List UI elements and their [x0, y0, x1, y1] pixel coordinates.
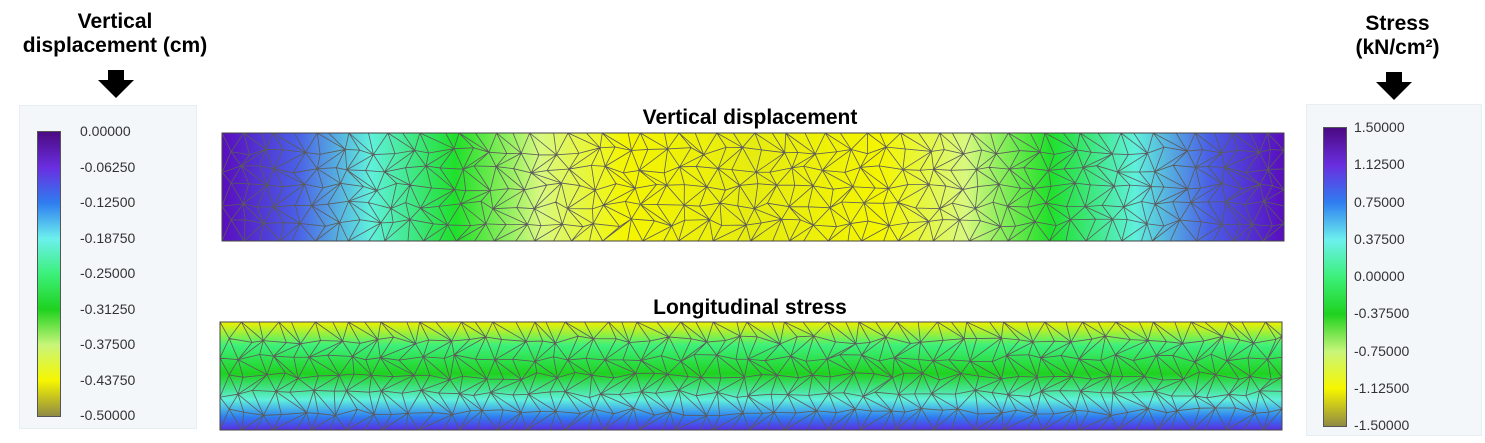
left-colorbar [37, 131, 61, 417]
bottom-mesh-plot [219, 321, 1283, 431]
left-legend-panel: 0.00000 -0.06250 -0.12500 -0.18750 -0.25000 -… [19, 105, 197, 429]
colorbar-tick-label: 1.12500 [1354, 156, 1405, 173]
colorbar-tick-label: 0.75000 [1354, 193, 1405, 210]
right-colorbar [1323, 127, 1347, 427]
colorbar-tick-label: -0.18750 [80, 229, 136, 246]
colorbar-tick-label: 0.00000 [1354, 268, 1405, 284]
colorbar-tick-label: -0.75000 [1354, 342, 1410, 359]
colorbar-tick-label: 0.00000 [80, 123, 131, 139]
mesh-border [219, 321, 1283, 431]
colorbar-tick-label: 1.50000 [1354, 119, 1405, 135]
left-legend-title-line-1: Vertical [77, 10, 153, 33]
colorbar-tick-label: -0.31250 [80, 300, 136, 317]
colorbar-tick-label: -1.50000 [1354, 417, 1410, 433]
colorbar-tick-label: -0.06250 [80, 158, 136, 175]
left-legend-title-line-2: displacement (cm) [22, 34, 208, 57]
right-legend-title-line-1: Stress [1365, 12, 1430, 35]
colorbar-tick-label: -0.12500 [80, 194, 136, 210]
colorbar-tick-label: -0.50000 [80, 407, 136, 423]
colorbar-tick-label: -0.37500 [1354, 305, 1410, 322]
right-legend-title: Stress (kN/cm²) [1310, 12, 1485, 60]
mesh-border [221, 132, 1285, 242]
left-legend-title: Vertical displacement (cm) [0, 10, 230, 58]
bottom-plot-title: Longitudinal stress [653, 296, 847, 319]
colorbar-tick-label: -1.12500 [1354, 379, 1410, 396]
right-legend-title-line-2: (kN/cm²) [1355, 36, 1440, 59]
right-legend-panel: 1.50000 1.12500 0.75000 0.37500 0.00000 -0.37… [1306, 104, 1482, 436]
colorbar-tick-label: 0.37500 [1354, 230, 1405, 247]
colorbar-tick-label: -0.43750 [80, 371, 136, 388]
colorbar-tick-label: -0.25000 [80, 265, 136, 281]
top-mesh-plot [221, 132, 1285, 242]
top-plot-title: Vertical displacement [642, 106, 858, 129]
colorbar-tick-label: -0.37500 [80, 336, 136, 352]
